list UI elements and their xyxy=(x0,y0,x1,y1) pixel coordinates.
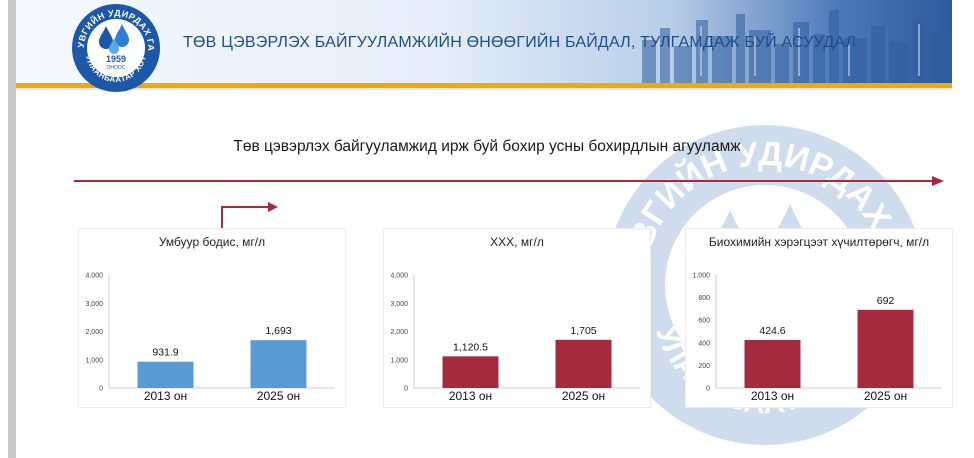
data-label: 1,120.5 xyxy=(453,341,488,353)
page-title: ТӨВ ЦЭВЭРЛЭХ БАЙГУУЛАМЖИЙН ӨНӨӨГИЙН БАЙД… xyxy=(183,34,857,51)
header-accent-bar xyxy=(16,83,952,88)
x-tick-label: 2025 он xyxy=(257,389,300,403)
data-label: 424.6 xyxy=(759,325,785,337)
y-tick-label: 4,000 xyxy=(85,273,103,280)
trend-arrow xyxy=(74,176,944,186)
y-tick-label: 3,000 xyxy=(85,301,103,308)
x-tick-label: 2025 он xyxy=(864,389,907,403)
header-divider xyxy=(16,88,952,90)
city-skyline-graphic xyxy=(642,10,952,83)
data-label: 1,705 xyxy=(570,325,596,337)
x-tick-label: 2013 он xyxy=(144,389,187,403)
chart-subtitle: Төв цэвэрлэх байгууламжид ирж буй бохир … xyxy=(233,138,741,155)
x-tick-label: 2025 он xyxy=(562,389,605,403)
y-tick-label: 1,000 xyxy=(390,357,408,364)
data-label: 931.9 xyxy=(152,347,178,359)
y-tick-label: 4,000 xyxy=(390,273,408,280)
bar-chart-svg: 0 1,000 2,000 3,000 4,000 1,120.5 2013 он 1,705… xyxy=(390,273,640,403)
x-tick-label: 2013 он xyxy=(751,389,794,403)
chart-panel-suspended-solids: Умбуур бодис, мг/л 0 1,000 2,000 3,000 4,000… xyxy=(78,228,346,408)
bar xyxy=(137,361,194,388)
y-tick-label: 1,000 xyxy=(85,357,103,364)
y-tick-label: 1,000 xyxy=(692,273,710,280)
bar-chart-svg: 0 1,000 2,000 3,000 4,000 931.9 2013 он 1,693 20… xyxy=(85,273,335,403)
y-tick-label: 2,000 xyxy=(85,329,103,336)
y-tick-label: 3,000 xyxy=(390,301,408,308)
logo-short-text: ОНООС xyxy=(107,65,126,71)
chart-panel-cod: ХХХ, мг/л 0 1,000 2,000 3,000 4,000 1,120.5 20… xyxy=(383,228,651,408)
left-rule xyxy=(8,0,16,458)
x-tick-label: 2013 он xyxy=(449,389,492,403)
bar xyxy=(744,340,801,388)
data-label: 1,693 xyxy=(265,325,291,337)
water-drop-icon xyxy=(109,38,119,54)
bar xyxy=(442,356,499,388)
chart-title: Умбуур бодис, мг/л xyxy=(158,235,266,249)
water-drop-icon xyxy=(99,26,113,49)
y-tick-label: 2,000 xyxy=(390,329,408,336)
organization-logo: УС СУВГИЙН УДИРДАХ ГАЗАР УЛААНБААТАР ХОТ… xyxy=(70,2,160,92)
logo-year: 1959 xyxy=(106,54,126,64)
y-tick-label: 200 xyxy=(698,363,710,370)
chart-title: Биохимийн хэрэгцээт хүчилтөрөгч, мг/л xyxy=(708,235,930,249)
y-tick-label: 800 xyxy=(698,295,710,302)
bar xyxy=(555,339,612,388)
chart-panel-bod: Биохимийн хэрэгцээт хүчилтөрөгч, мг/л 0 2… xyxy=(685,228,953,408)
y-tick-label: 0 xyxy=(404,386,408,393)
chart-title: ХХХ, мг/л xyxy=(490,235,544,249)
y-tick-label: 600 xyxy=(698,318,710,325)
bar xyxy=(857,309,914,388)
y-tick-label: 0 xyxy=(99,386,103,393)
water-drop-icon xyxy=(115,24,129,47)
bar-chart-svg: 0 200 400 600 800 1,000 424.6 2013 он 692 2025 он xyxy=(692,273,942,403)
header-banner xyxy=(16,0,952,83)
bar xyxy=(250,340,307,388)
y-tick-label: 400 xyxy=(698,340,710,347)
data-label: 692 xyxy=(877,295,895,307)
y-tick-label: 0 xyxy=(706,386,710,393)
